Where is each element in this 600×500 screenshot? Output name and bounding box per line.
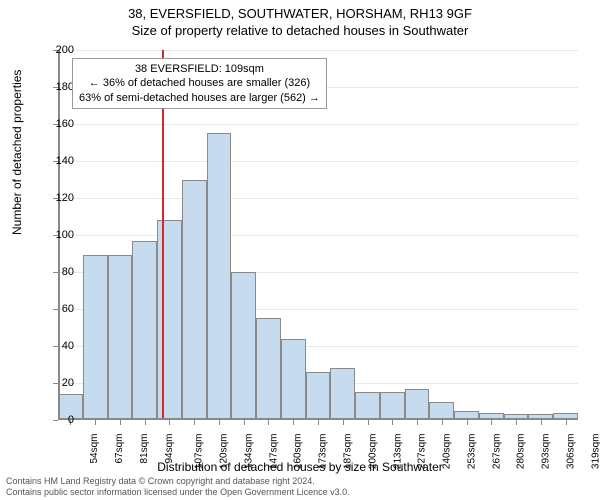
footer-line2: Contains public sector information licen… [6,487,350,498]
annotation-line1: 38 EVERSFIELD: 109sqm [79,62,320,76]
ytick-label: 100 [44,229,74,241]
xtick-mark [467,420,468,425]
title-subtitle: Size of property relative to detached ho… [0,23,600,38]
histogram-bar [231,272,256,420]
xtick-mark [268,420,269,425]
ytick-label: 0 [44,414,74,426]
ytick-label: 140 [44,155,74,167]
xtick-label: 107sqm [194,434,205,470]
xtick-mark [219,420,220,425]
xtick-mark [169,420,170,425]
xtick-mark [194,420,195,425]
xtick-mark [442,420,443,425]
grid-line-h [58,161,578,162]
xtick-mark [566,420,567,425]
xtick-label: 280sqm [516,434,527,470]
xtick-label: 160sqm [293,434,304,470]
xtick-label: 94sqm [164,434,175,464]
histogram-bar [405,389,430,420]
title-address: 38, EVERSFIELD, SOUTHWATER, HORSHAM, RH1… [0,6,600,21]
xtick-label: 134sqm [244,434,255,470]
xtick-label: 293sqm [541,434,552,470]
annotation-line2: ← 36% of detached houses are smaller (32… [79,76,320,90]
annotation-line3: 63% of semi-detached houses are larger (… [79,91,320,105]
histogram-bar [256,318,281,420]
xtick-label: 319sqm [590,434,600,470]
title-block: 38, EVERSFIELD, SOUTHWATER, HORSHAM, RH1… [0,0,600,38]
xtick-label: 227sqm [417,434,428,470]
xtick-label: 200sqm [367,434,378,470]
ytick-label: 200 [44,44,74,56]
xtick-mark [120,420,121,425]
xtick-mark [541,420,542,425]
xtick-mark [516,420,517,425]
xtick-mark [318,420,319,425]
histogram-bar [355,392,380,420]
xtick-label: 81sqm [139,434,150,464]
xtick-mark [343,420,344,425]
histogram-bar [281,339,306,420]
histogram-bar [380,392,405,420]
histogram-bar [108,255,133,420]
xtick-mark [293,420,294,425]
ytick-label: 20 [44,377,74,389]
xtick-label: 240sqm [442,434,453,470]
histogram-bar [207,133,232,420]
footer-line1: Contains HM Land Registry data © Crown c… [6,476,350,487]
y-axis-title: Number of detached properties [10,70,24,235]
grid-line-h [58,124,578,125]
histogram-bar [132,241,157,420]
chart-container: 38, EVERSFIELD, SOUTHWATER, HORSHAM, RH1… [0,0,600,500]
grid-line-h [58,50,578,51]
x-axis-line [58,418,578,420]
xtick-label: 187sqm [343,434,354,470]
xtick-label: 267sqm [491,434,502,470]
xtick-label: 306sqm [565,434,576,470]
ytick-label: 160 [44,118,74,130]
ytick-label: 60 [44,303,74,315]
ytick-label: 180 [44,81,74,93]
xtick-label: 213sqm [392,434,403,470]
xtick-mark [491,420,492,425]
xtick-label: 173sqm [318,434,329,470]
xtick-mark [244,420,245,425]
histogram-bar [182,180,207,421]
xtick-label: 120sqm [219,434,230,470]
xtick-mark [145,420,146,425]
histogram-bar [157,220,182,420]
xtick-label: 147sqm [268,434,279,470]
ytick-label: 120 [44,192,74,204]
xtick-mark [417,420,418,425]
xtick-mark [392,420,393,425]
histogram-bar [330,368,355,420]
ytick-label: 40 [44,340,74,352]
xtick-label: 54sqm [89,434,100,464]
footer-attribution: Contains HM Land Registry data © Crown c… [6,476,350,498]
histogram-bar [306,372,331,420]
xtick-label: 67sqm [114,434,125,464]
ytick-label: 80 [44,266,74,278]
xtick-mark [95,420,96,425]
histogram-bar [83,255,108,420]
grid-line-h [58,235,578,236]
grid-line-h [58,198,578,199]
xtick-mark [368,420,369,425]
annotation-callout: 38 EVERSFIELD: 109sqm ← 36% of detached … [72,58,327,109]
xtick-label: 253sqm [466,434,477,470]
